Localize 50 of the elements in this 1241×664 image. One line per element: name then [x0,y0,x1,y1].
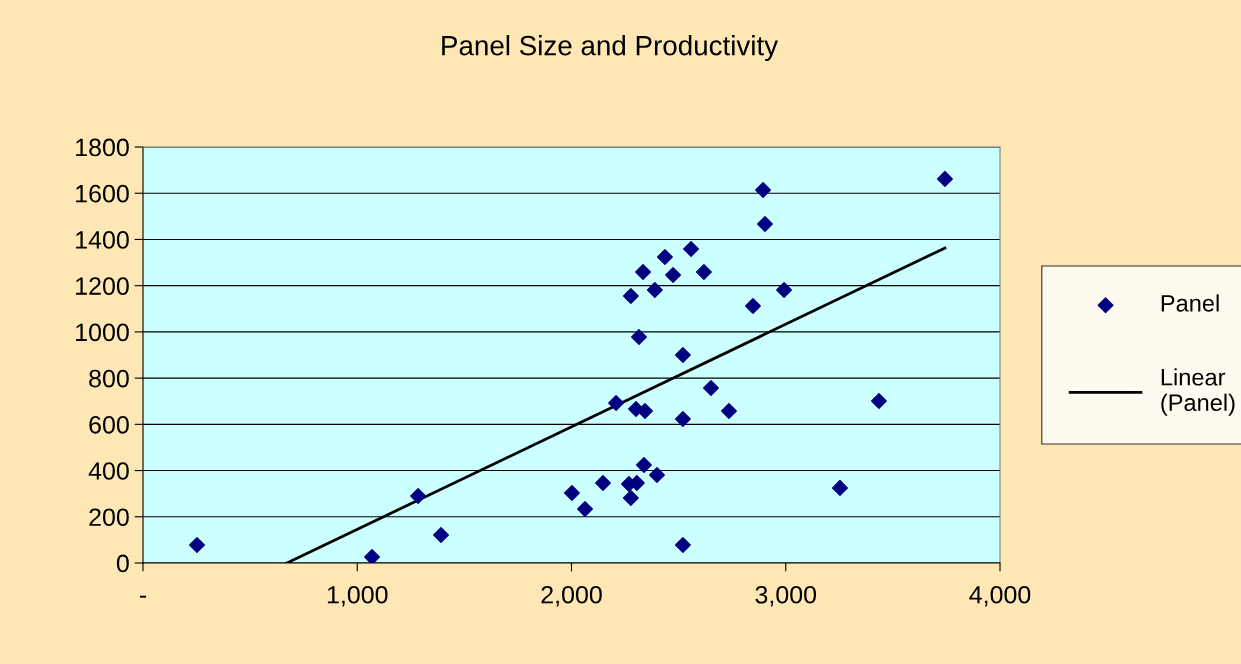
y-tick-label: 1800 [76,138,129,157]
point [608,395,625,412]
point [755,182,772,198]
point [674,347,691,363]
x-tick-label: 1,000 [327,585,388,607]
point [622,288,639,305]
y-tick-label: 800 [89,369,129,388]
y-tick-label: 1000 [76,323,129,342]
point [364,549,381,563]
point [870,393,887,409]
point [646,282,663,299]
point [683,240,700,257]
point [649,466,665,483]
point [744,298,761,314]
point [637,402,653,419]
x-tick-label: 4,000 [969,585,1031,607]
point [656,249,673,265]
point [410,487,427,504]
point [631,328,647,345]
point [702,380,719,397]
point [695,264,712,281]
y-tick-label: 600 [89,415,129,434]
point [563,484,580,501]
point [189,536,205,553]
point [831,479,848,496]
x-tick-label: 3,000 [755,585,817,607]
y-tick-label: 1200 [76,277,129,295]
y-tick-label: 400 [88,462,129,480]
y-tick-label: 1400 [76,231,129,249]
point [720,402,737,419]
x-tick-label: 2,000 [541,585,602,607]
point [776,282,793,299]
point [635,264,652,281]
legend-label: Linear (Panel) [1161,368,1235,416]
point [595,475,611,492]
point [577,500,593,517]
point [936,170,953,187]
y-tick-label: 1600 [76,184,129,203]
legend-label: Panel [1161,294,1219,312]
point [674,536,691,553]
y-tick-label: 200 [89,508,129,527]
y-tick-label: 0 [116,554,129,573]
chart-title: Panel Size and Productivity [442,35,779,61]
point [433,527,450,544]
x-tick-label: - [139,595,147,598]
point [622,490,639,507]
point [756,215,773,232]
point [674,411,691,427]
point [635,457,652,473]
point [665,267,682,284]
